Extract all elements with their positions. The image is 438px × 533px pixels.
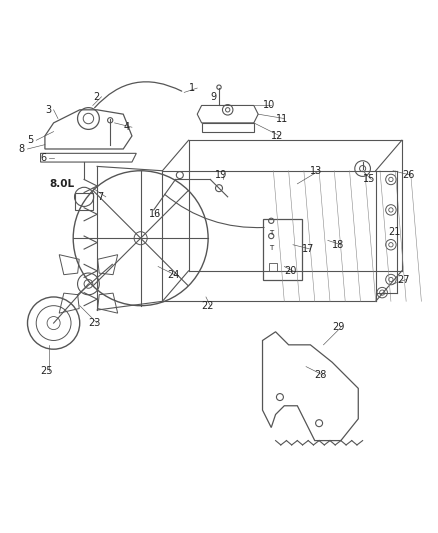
Text: 9: 9 xyxy=(210,92,216,102)
Text: 6: 6 xyxy=(41,152,47,163)
Text: 16: 16 xyxy=(149,209,162,219)
Text: T: T xyxy=(269,230,273,236)
Text: 3: 3 xyxy=(45,105,51,115)
Text: 8: 8 xyxy=(19,144,25,154)
Text: 11: 11 xyxy=(276,114,288,124)
Text: 24: 24 xyxy=(167,270,179,280)
Bar xyxy=(269,263,277,271)
Text: T: T xyxy=(269,245,273,251)
Text: 2: 2 xyxy=(93,92,99,102)
Text: 13: 13 xyxy=(311,166,323,176)
Text: 10: 10 xyxy=(262,100,275,110)
Text: 22: 22 xyxy=(201,301,214,311)
Text: 7: 7 xyxy=(97,192,103,202)
Text: 25: 25 xyxy=(41,366,53,376)
Text: 8.0L: 8.0L xyxy=(49,179,74,189)
Text: 5: 5 xyxy=(28,135,34,146)
Text: 17: 17 xyxy=(302,244,314,254)
Text: 27: 27 xyxy=(397,274,410,285)
Text: 28: 28 xyxy=(315,370,327,381)
Text: 4: 4 xyxy=(123,122,129,132)
Text: 12: 12 xyxy=(271,131,283,141)
Text: 20: 20 xyxy=(284,266,297,276)
Text: 19: 19 xyxy=(215,170,227,180)
Text: 23: 23 xyxy=(88,318,101,328)
Bar xyxy=(262,219,302,279)
Text: 29: 29 xyxy=(332,322,345,333)
Text: 1: 1 xyxy=(188,83,194,93)
Text: 26: 26 xyxy=(402,170,414,180)
Bar xyxy=(75,192,93,210)
Text: 18: 18 xyxy=(332,240,344,250)
Text: 15: 15 xyxy=(363,174,375,184)
Text: 21: 21 xyxy=(389,227,401,237)
